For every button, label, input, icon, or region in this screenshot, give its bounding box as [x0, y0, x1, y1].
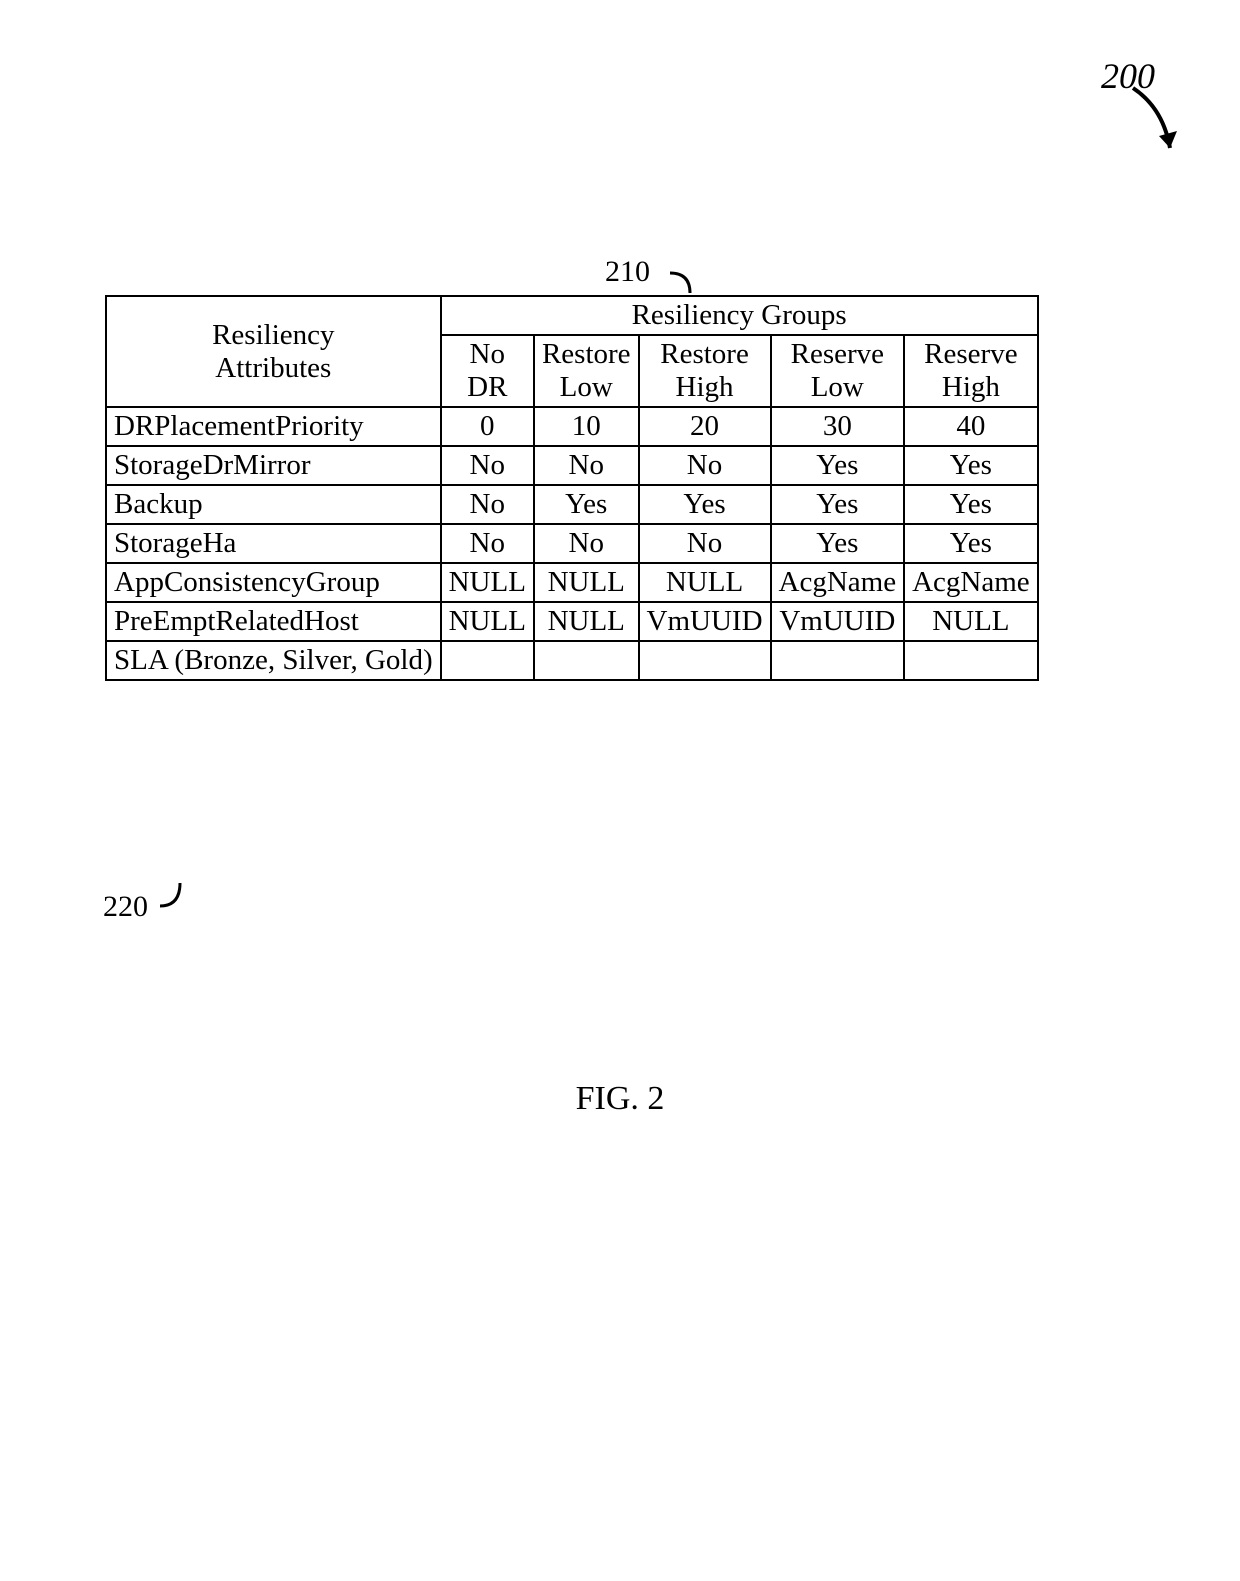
cell [771, 641, 905, 680]
cell: AcgName [904, 563, 1038, 602]
hook-220-icon [155, 878, 195, 913]
resiliency-table: Resiliency Attributes Resiliency Groups … [105, 295, 1039, 681]
table-row: StorageHa No No No Yes Yes [106, 524, 1038, 563]
table-row: DRPlacementPriority 0 10 20 30 40 [106, 407, 1038, 446]
cell [534, 641, 639, 680]
label-210: 210 [605, 255, 650, 289]
cell: No [441, 485, 534, 524]
row-label: Backup [106, 485, 441, 524]
cell: Yes [639, 485, 771, 524]
table-row: StorageDrMirror No No No Yes Yes [106, 446, 1038, 485]
cell: AcgName [771, 563, 905, 602]
cell: Yes [771, 446, 905, 485]
cell [904, 641, 1038, 680]
col-restore-high: Restore High [639, 335, 771, 407]
table-row: AppConsistencyGroup NULL NULL NULL AcgNa… [106, 563, 1038, 602]
cell: NULL [904, 602, 1038, 641]
col-restore-low: Restore Low [534, 335, 639, 407]
cell: NULL [534, 563, 639, 602]
row-label: SLA (Bronze, Silver, Gold) [106, 641, 441, 680]
cell: No [441, 446, 534, 485]
table-row: Backup No Yes Yes Yes Yes [106, 485, 1038, 524]
col-reserve-high: Reserve High [904, 335, 1038, 407]
label-220: 220 [103, 890, 148, 924]
cell: Yes [771, 485, 905, 524]
table-row: PreEmptRelatedHost NULL NULL VmUUID VmUU… [106, 602, 1038, 641]
cell: No [441, 524, 534, 563]
cell: Yes [904, 446, 1038, 485]
col-no-dr: No DR [441, 335, 534, 407]
cell: NULL [639, 563, 771, 602]
col-reserve-low: Reserve Low [771, 335, 905, 407]
row-label: StorageDrMirror [106, 446, 441, 485]
cell: Yes [904, 485, 1038, 524]
header-groups: Resiliency Groups [441, 296, 1038, 335]
resiliency-table-wrapper: Resiliency Attributes Resiliency Groups … [105, 295, 1039, 681]
cell: VmUUID [639, 602, 771, 641]
figure-caption: FIG. 2 [576, 1080, 665, 1118]
cell: 30 [771, 407, 905, 446]
cell: No [639, 446, 771, 485]
cell: Yes [534, 485, 639, 524]
cell: NULL [441, 563, 534, 602]
cell: No [639, 524, 771, 563]
cell: 0 [441, 407, 534, 446]
cell: VmUUID [771, 602, 905, 641]
header-attributes: Resiliency Attributes [106, 296, 441, 407]
cell: NULL [441, 602, 534, 641]
cell: No [534, 524, 639, 563]
cell: NULL [534, 602, 639, 641]
cell: Yes [904, 524, 1038, 563]
hook-210-icon [665, 268, 705, 298]
table-header-row-1: Resiliency Attributes Resiliency Groups [106, 296, 1038, 335]
cell [639, 641, 771, 680]
row-label: AppConsistencyGroup [106, 563, 441, 602]
cell: 10 [534, 407, 639, 446]
row-label: StorageHa [106, 524, 441, 563]
arrow-icon [1115, 80, 1195, 170]
cell: 40 [904, 407, 1038, 446]
cell: No [534, 446, 639, 485]
cell [441, 641, 534, 680]
cell: Yes [771, 524, 905, 563]
table-row: SLA (Bronze, Silver, Gold) [106, 641, 1038, 680]
row-label: PreEmptRelatedHost [106, 602, 441, 641]
cell: 20 [639, 407, 771, 446]
row-label: DRPlacementPriority [106, 407, 441, 446]
